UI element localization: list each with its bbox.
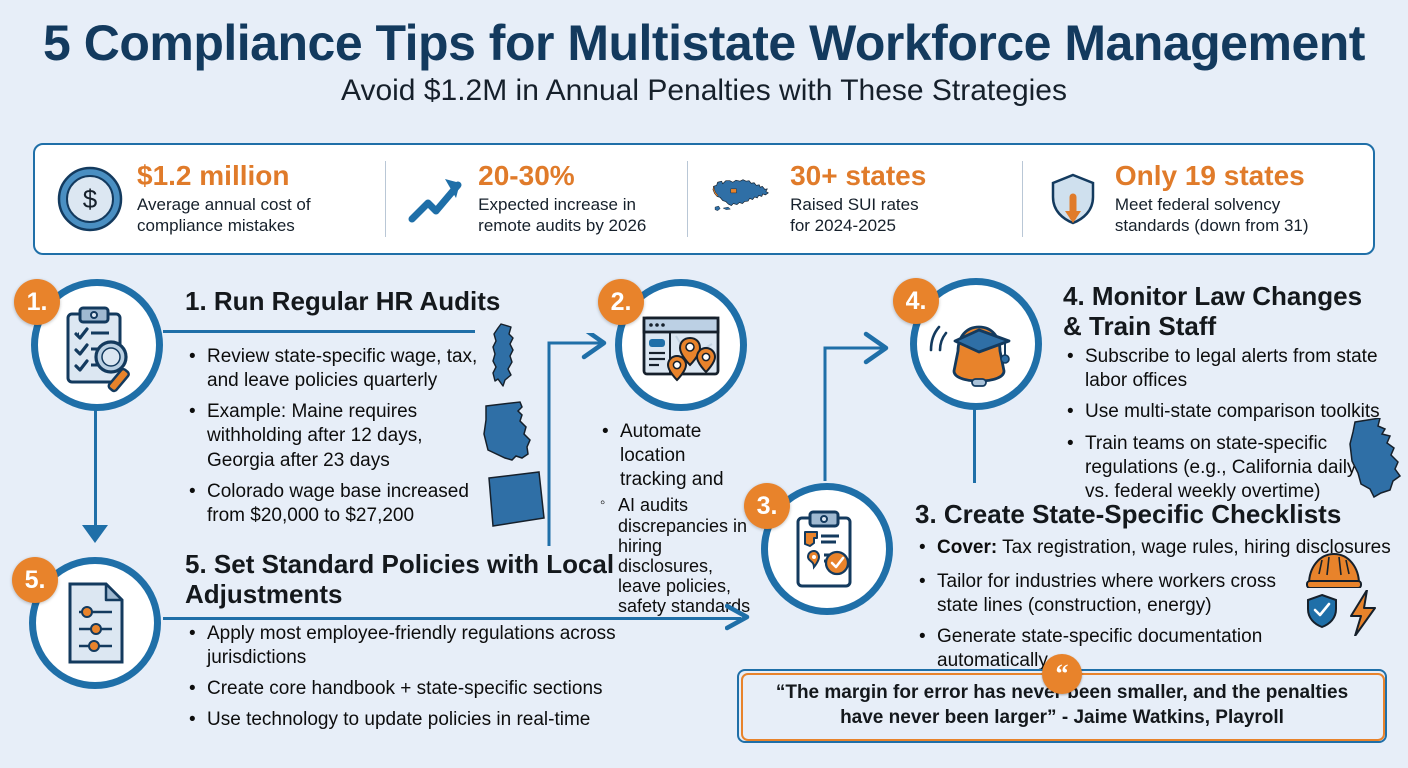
svg-text:$: $ <box>83 184 98 214</box>
